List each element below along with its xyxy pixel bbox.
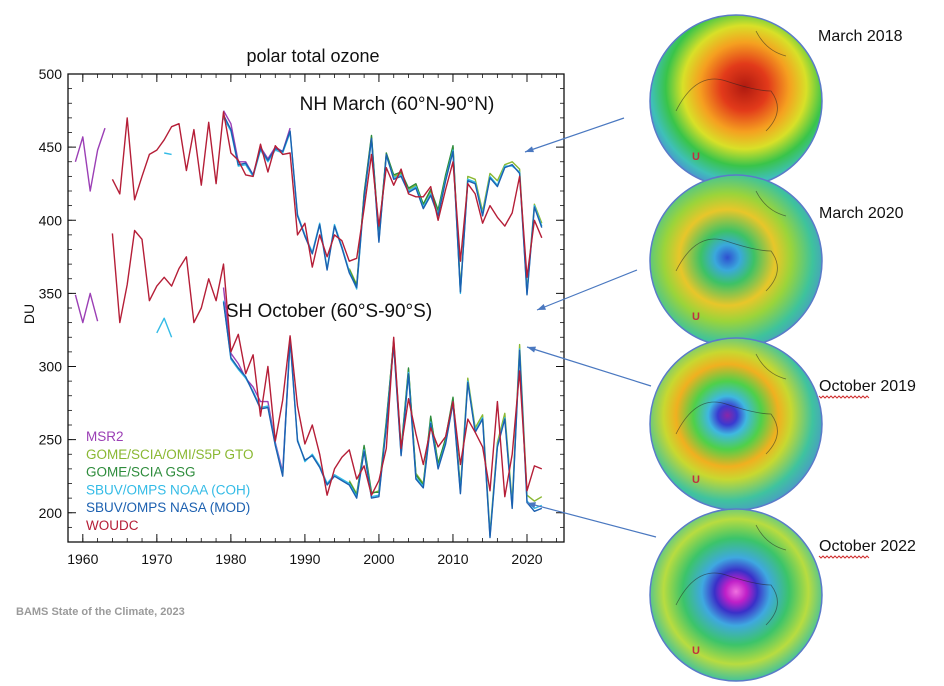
ozone-map-sh-deep: U [649,508,823,682]
coastline [675,30,787,132]
series-line-woudc-sh [111,229,543,498]
pointer-arrow [536,269,638,311]
spellcheck-underline [818,555,870,559]
series-line-sbuv-omps-nasa-mod--nh [222,114,543,296]
pointer-arrow [526,346,652,387]
legend-entry: GOME/SCIA/OMI/S5P GTO [86,447,254,462]
legend-entry: GOME/SCIA GSG [86,465,196,480]
institution-logo: U [692,645,700,657]
legend: MSR2 GOME/SCIA/OMI/S5P GTO GOME/SCIA GSG SB… [86,429,254,533]
x-tick-label: 2010 [437,551,468,567]
map-label: March 2018 [818,28,903,45]
pointer-arrow [526,502,657,538]
y-tick-label: 500 [39,66,63,82]
sh-annotation: SH October (60°S-90°S) [226,301,432,322]
legend-entry: SBUV/OMPS NOAA (COH) [86,482,250,497]
x-tick-label: 2000 [363,551,394,567]
series-layer [74,110,543,539]
coastline [675,353,787,455]
y-tick-label: 350 [39,285,63,301]
y-tick-label: 300 [39,359,63,375]
arrow-head [525,146,534,153]
source-credit: BAMS State of the Climate, 2023 [16,606,185,618]
chart-title: polar total ozone [246,46,379,66]
x-tick-label: 1980 [215,551,246,567]
map-label: October 2019 [819,378,916,395]
y-tick-label: 250 [39,432,63,448]
institution-logo: U [692,311,700,323]
coastline [675,190,787,292]
pointer-arrow [524,117,625,153]
legend-entry: MSR2 [86,429,124,444]
coastline [675,524,787,626]
map-label: March 2020 [819,205,904,222]
series-line-woudc-nh [111,111,543,278]
arrow-head [527,346,536,353]
institution-logo: U [692,151,700,163]
legend-entry: SBUV/OMPS NASA (MOD) [86,500,250,515]
ozone-map-sh-weak: U [649,337,823,511]
x-tick-label: 1960 [67,551,98,567]
arrow-head [527,502,536,509]
map-arrows [524,117,657,538]
ozone-disc [650,338,822,510]
institution-logo: U [692,474,700,486]
disc-rim [649,508,823,682]
ozone-disc [650,175,822,347]
nh-annotation: NH March (60°N-90°N) [300,94,495,115]
y-tick-label: 400 [39,212,63,228]
y-axis-label: DU [21,304,37,324]
x-tick-label: 1990 [289,551,320,567]
map-label: October 2022 [819,538,916,555]
plot-axes: 1960 1970 1980 1990 2000 2010 2020 200 250 300 350… [39,66,565,567]
ozone-map-nh-high: U [649,14,823,188]
y-tick-label: 450 [39,139,63,155]
ozone-map-nh-low: U [649,174,823,348]
x-tick-label: 1970 [141,551,172,567]
ozone-disc [650,509,822,681]
ozone-maps: U U U U March 2018 March 2020 October 2019 Octo… [649,14,916,682]
ozone-disc [650,15,822,187]
x-tick-label: 2020 [511,551,542,567]
series-line-gome-scia-gsg-nh [348,134,462,290]
spellcheck-underline [818,395,870,399]
arrow-head [537,303,546,310]
legend-entry: WOUDC [86,518,139,533]
y-tick-label: 200 [39,505,63,521]
